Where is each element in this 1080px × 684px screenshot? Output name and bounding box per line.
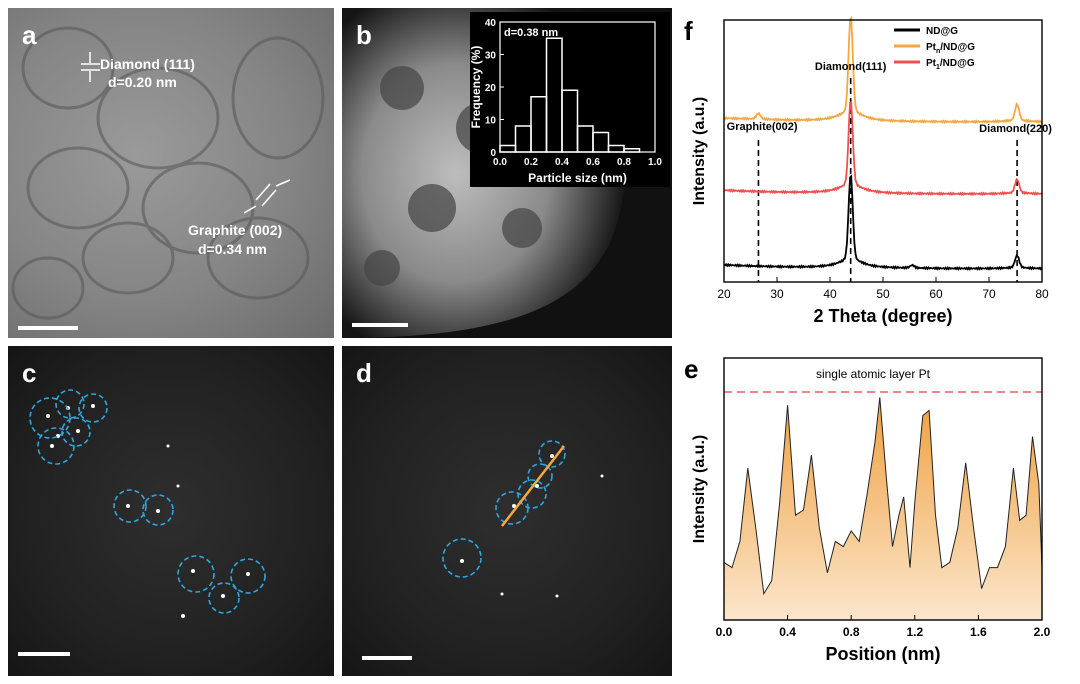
cluster-circles — [442, 440, 566, 578]
x-tick-label: 0.4 — [779, 625, 796, 639]
panel-d-overlay — [362, 440, 604, 660]
reference-line-label: single atomic layer Pt — [816, 367, 931, 381]
line-profile-path — [501, 445, 565, 527]
x-axis-label: Position (nm) — [826, 644, 941, 664]
panel-d-haadf: d — [342, 346, 672, 676]
y-axis-label: Intensity (a.u.) — [691, 97, 708, 205]
panel-label: a — [22, 20, 37, 50]
x-tick-label: 0.2 — [524, 157, 538, 168]
panel-label: d — [356, 358, 372, 388]
peak-annotation: Diamond(220) — [979, 123, 1052, 135]
x-tick-label: 60 — [929, 287, 943, 301]
diamond-spacing-label: d=0.20 nm — [108, 74, 177, 90]
scale-bar — [18, 326, 78, 330]
x-tick-label: 30 — [770, 287, 784, 301]
legend-label: ND@G — [926, 26, 958, 37]
x-tick-label: 0.4 — [555, 157, 569, 168]
x-axis-label: 2 Theta (degree) — [813, 306, 952, 326]
x-tick-label: 40 — [823, 287, 837, 301]
y-tick-label: 30 — [485, 51, 497, 62]
x-tick-label: 1.6 — [970, 625, 987, 639]
inset-annotation: d=0.38 nm — [504, 27, 558, 39]
cluster-circles — [29, 389, 266, 614]
y-axis-label: Frequency (%) — [470, 46, 483, 129]
series-line — [723, 15, 1043, 125]
scale-bar — [18, 652, 70, 656]
series-line — [723, 174, 1043, 271]
panel-label: b — [356, 20, 372, 50]
legend-label: Pt1/ND@G — [926, 58, 975, 71]
panel-label: f — [684, 16, 693, 46]
series-line — [723, 100, 1043, 197]
panel-c-overlay — [18, 389, 266, 656]
x-tick-label: 0.0 — [493, 157, 507, 168]
x-tick-label: 50 — [876, 287, 890, 301]
diamond-111-label: Diamond (111) — [100, 56, 195, 72]
graphite-002-label: Graphite (002) — [188, 222, 283, 238]
panel-b-haadf: b 0.0 0.2 0.4 0.6 0.8 1.0 0 10 20 30 40 Particle si… — [342, 8, 672, 338]
peak-annotation: Graphite(002) — [727, 121, 798, 133]
profile-area — [724, 397, 1042, 620]
x-tick-label: 70 — [982, 287, 996, 301]
panel-label: c — [22, 358, 37, 388]
x-tick-label: 20 — [717, 287, 731, 301]
graphite-spacing-label: d=0.34 nm — [198, 241, 267, 257]
x-tick-label: 80 — [1035, 287, 1049, 301]
x-tick-label: 0.6 — [586, 157, 600, 168]
y-tick-label: 40 — [485, 18, 497, 29]
x-tick-label: 0.8 — [617, 157, 631, 168]
panel-e-profile: single atomic layer Pt 0.0 0.4 0.8 1.2 1.6 2.0… — [680, 346, 1072, 676]
legend-label: Ptn/ND@G — [926, 42, 975, 55]
y-axis-label: Intensity (a.u.) — [691, 435, 708, 543]
scale-bar — [362, 656, 412, 660]
profile-line — [723, 397, 1043, 596]
x-tick-label: 1.2 — [906, 625, 923, 639]
x-tick-label: 1.0 — [648, 157, 662, 168]
panel-label: e — [684, 354, 699, 384]
size-histogram: 0.0 0.2 0.4 0.6 0.8 1.0 0 10 20 30 40 Particle size… — [470, 12, 670, 187]
plot-frame — [723, 357, 1043, 621]
inset-background — [470, 12, 670, 187]
x-tick-label: 2.0 — [1034, 625, 1051, 639]
panel-f-xrd: 20 30 40 50 60 70 80 2 Theta (degree) Intensity … — [680, 8, 1072, 338]
y-tick-label: 0 — [490, 148, 496, 159]
x-tick-label: 0.0 — [716, 625, 733, 639]
peak-annotation: Diamond(111) — [815, 61, 887, 73]
y-tick-label: 20 — [485, 83, 497, 94]
panel-c-haadf: c — [8, 346, 334, 676]
xrd-chart: 20 30 40 50 60 70 80 2 Theta (degree) Intensity … — [691, 15, 1052, 326]
scale-bar — [352, 323, 408, 327]
panel-a-hrtem: a Diamond (111) d=0.20 nm Graphite (002)… — [8, 8, 334, 338]
plot-frame — [723, 19, 1043, 283]
x-tick-label: 0.8 — [843, 625, 860, 639]
tem-texture — [11, 26, 325, 330]
line-profile-chart: single atomic layer Pt 0.0 0.4 0.8 1.2 1.6 2.0… — [691, 357, 1051, 664]
y-tick-label: 10 — [485, 116, 497, 127]
x-axis-label: Particle size (nm) — [528, 171, 627, 185]
